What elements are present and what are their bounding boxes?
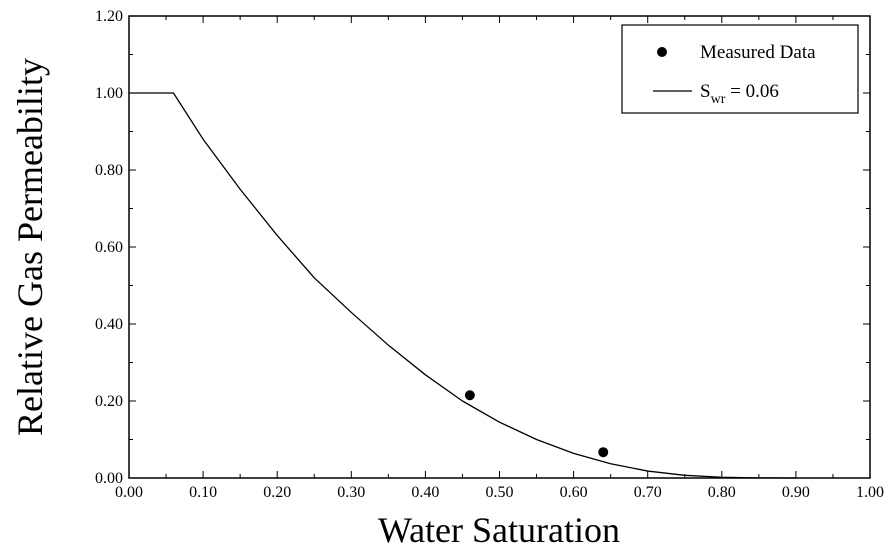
legend-label-fit: Swr = 0.06 <box>700 81 779 107</box>
measured-data-point <box>464 390 475 401</box>
y-tick-label: 1.20 <box>95 8 123 25</box>
y-tick-label: 0.20 <box>95 393 123 410</box>
legend: Measured Data Swr = 0.06 <box>621 24 859 114</box>
x-tick-label: 0.60 <box>560 484 588 501</box>
x-axis-ticks: 0.00 0.10 0.20 0.30 0.40 0.50 0.60 0.70 0.80 0.90… <box>115 16 884 501</box>
legend-marker-measured <box>657 47 667 57</box>
x-tick-label: 0.70 <box>634 484 662 501</box>
series-layer <box>129 92 796 479</box>
x-tick-label: 0.80 <box>708 484 736 501</box>
fit-curve-line <box>129 92 796 479</box>
y-tick-label: 0.40 <box>95 316 123 333</box>
x-tick-label: 0.30 <box>337 484 365 501</box>
y-tick-label: 0.80 <box>95 162 123 179</box>
x-tick-label: 0.90 <box>782 484 810 501</box>
x-tick-label: 0.00 <box>115 484 143 501</box>
x-tick-label: 0.20 <box>263 484 291 501</box>
measured-data-point <box>598 447 609 458</box>
legend-box <box>621 24 859 114</box>
legend-label-measured: Measured Data <box>700 42 816 63</box>
x-axis-title: Water Saturation <box>378 510 620 548</box>
y-axis-ticks: 0.00 0.20 0.40 0.60 0.80 1.00 1.20 <box>95 8 870 487</box>
y-axis-title: Relative Gas Permeability <box>10 58 50 436</box>
y-tick-label: 0.60 <box>95 239 123 256</box>
x-tick-label: 0.10 <box>189 484 217 501</box>
x-tick-label: 0.40 <box>411 484 439 501</box>
y-tick-label: 0.00 <box>95 470 123 487</box>
y-tick-label: 1.00 <box>95 85 123 102</box>
x-tick-label: 1.00 <box>856 484 884 501</box>
x-tick-label: 0.50 <box>486 484 514 501</box>
